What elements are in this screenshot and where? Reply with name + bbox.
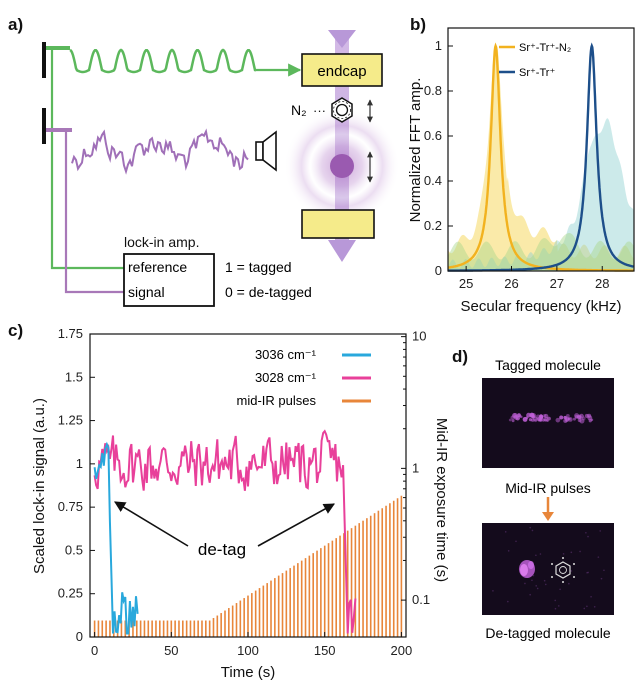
c-xtick-label: 200 bbox=[391, 643, 413, 658]
tagged-legend: 1 = tagged bbox=[225, 259, 292, 275]
c-ytick-label: 1.25 bbox=[58, 413, 83, 428]
n2-dots: ··· bbox=[313, 103, 326, 118]
b-xtick-label: 28 bbox=[595, 276, 609, 291]
beam-arrow-bottom bbox=[328, 240, 356, 262]
b-ytick-label: 1 bbox=[435, 38, 442, 53]
b-xtick-label: 26 bbox=[504, 276, 518, 291]
panel-b: b) 25 26 27 28 0 0.2 0.4 0.6 0.8 1 Secular freque… bbox=[407, 15, 635, 315]
c-ytick-label: 0 bbox=[76, 629, 83, 644]
endcap-label: endcap bbox=[317, 63, 366, 80]
panel-a-label: a) bbox=[8, 15, 23, 34]
panel-b-label: b) bbox=[410, 15, 426, 34]
detagged-molecule-icon bbox=[551, 557, 575, 583]
c-ytick-label: 0.25 bbox=[58, 586, 83, 601]
b-ytick-label: 0.6 bbox=[424, 128, 442, 143]
endcap-bottom bbox=[301, 209, 375, 239]
chart-b-frame bbox=[447, 27, 635, 272]
chart-b-ylabel: Normalized FFT amp. bbox=[407, 78, 424, 223]
legend-c-label-pulses: mid-IR pulses bbox=[237, 393, 317, 408]
detagged-legend: 0 = de-tagged bbox=[225, 284, 312, 300]
panel-c-label: c) bbox=[8, 321, 23, 340]
chart-c-xlabel: Time (s) bbox=[221, 664, 275, 681]
chart-b-xlabel: Secular frequency (kHz) bbox=[461, 298, 622, 315]
fft-fill-0 bbox=[448, 46, 634, 271]
detagged-title: De-tagged molecule bbox=[485, 625, 611, 641]
lockin-box bbox=[123, 253, 215, 307]
legend-c-label-3028: 3028 cm⁻¹ bbox=[255, 370, 317, 385]
b-ytick-label: 0.2 bbox=[424, 218, 442, 233]
c-ytick-label: 1.5 bbox=[65, 369, 83, 384]
fft-fill-1 bbox=[448, 118, 634, 271]
legend-b-label-n2: Sr⁺-Tr⁺-N₂ bbox=[519, 42, 571, 54]
b-ytick-label: 0 bbox=[435, 263, 442, 278]
c-ytick-label: 1.75 bbox=[58, 326, 83, 341]
c-ytick-label: 0.5 bbox=[65, 542, 83, 557]
fft-fill-2 bbox=[448, 233, 634, 271]
molecule-icon bbox=[331, 97, 353, 123]
electrode-bottom bbox=[42, 108, 46, 144]
c-y2tick-label: 10 bbox=[412, 329, 426, 344]
speaker-icon bbox=[255, 130, 277, 172]
legend-b-label-trion: Sr⁺-Tr⁺ bbox=[519, 67, 555, 79]
detagged-image bbox=[482, 523, 614, 615]
panel-d-label: d) bbox=[452, 347, 468, 366]
c-y2tick-label: 0.1 bbox=[412, 592, 430, 607]
fft-line-1 bbox=[448, 42, 634, 272]
c-xtick-label: 100 bbox=[237, 643, 259, 658]
b-xtick-label: 25 bbox=[459, 276, 473, 291]
signal-trace-3028 bbox=[93, 429, 357, 634]
c-ytick-label: 0.75 bbox=[58, 499, 83, 514]
c-y2tick-label: 1 bbox=[412, 460, 419, 475]
c-xtick-label: 150 bbox=[314, 643, 336, 658]
endcap-top bbox=[301, 53, 383, 87]
reference-sine-wave bbox=[69, 48, 257, 74]
chart-c-ylabel: Scaled lock-in signal (a.u.) bbox=[31, 398, 48, 574]
b-ytick-label: 0.8 bbox=[424, 83, 442, 98]
signal-label: signal bbox=[128, 284, 165, 300]
c-xtick-label: 0 bbox=[91, 643, 98, 658]
beam-arrow-top bbox=[328, 30, 356, 48]
chart-c-y2label: Mid-IR exposure time (s) bbox=[433, 418, 450, 582]
n2-label: N₂ bbox=[291, 102, 307, 118]
signal-trace-3036 bbox=[93, 441, 139, 635]
reference-wire bbox=[50, 48, 124, 270]
c-xtick-label: 50 bbox=[164, 643, 178, 658]
ion-icon bbox=[330, 154, 354, 178]
c-ytick-label: 1 bbox=[76, 456, 83, 471]
panel-d: d) Tagged molecule Mid-IR pulses De-tagg… bbox=[452, 347, 614, 641]
detagged-ion-blob bbox=[519, 560, 535, 578]
tagged-ion-streak bbox=[508, 412, 594, 424]
detag-annotation: de-tag bbox=[198, 540, 246, 559]
legend-c-label-3036: 3036 cm⁻¹ bbox=[255, 347, 317, 362]
detag-arrow-left bbox=[114, 501, 189, 547]
tagged-title: Tagged molecule bbox=[495, 357, 601, 373]
b-xtick-label: 27 bbox=[550, 276, 564, 291]
signal-noise-trace bbox=[71, 128, 249, 175]
tagged-image bbox=[482, 378, 614, 468]
pulses-arrow-head bbox=[542, 512, 554, 521]
signal-wire bbox=[64, 130, 124, 294]
pulses-text: Mid-IR pulses bbox=[505, 480, 591, 496]
detag-arrow-right bbox=[257, 503, 335, 547]
reference-label: reference bbox=[128, 259, 187, 275]
lockin-title: lock-in amp. bbox=[124, 234, 199, 250]
panel-a: a) endcap N₂ bbox=[8, 15, 400, 307]
panel-c: c) 0 50 100 150 200 0 0.25 0.5 0.75 1 1.25 1.5 1.75 1… bbox=[8, 321, 450, 681]
b-ytick-label: 0.4 bbox=[424, 173, 442, 188]
electrode-top bbox=[42, 42, 46, 78]
